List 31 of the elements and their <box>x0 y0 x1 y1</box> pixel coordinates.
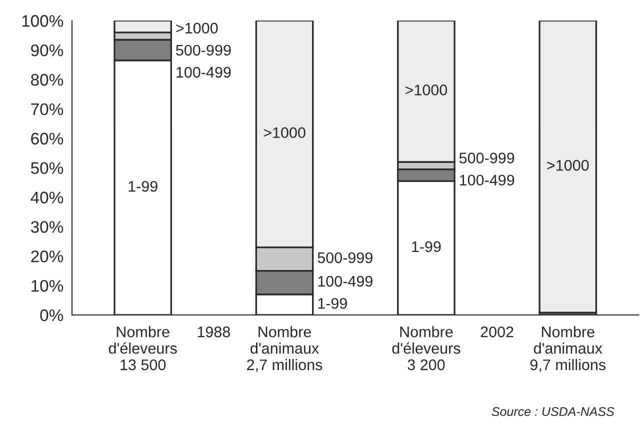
y-tick-label: 60% <box>31 132 64 145</box>
text: 1988 <box>198 326 230 338</box>
y-tick-label: 70% <box>31 103 64 116</box>
text: 1-99 <box>412 241 441 252</box>
text: 100-499 <box>460 174 514 186</box>
text: 100-499 <box>176 66 231 78</box>
text: 500-999 <box>176 44 231 56</box>
source-note: Source : USDA-NASS <box>492 407 614 416</box>
x-tick-label: Nombre d'éleveurs 13 500 <box>108 326 177 370</box>
y-tick-label: 30% <box>30 221 64 233</box>
y-tick-label: 80% <box>31 74 64 86</box>
y-tick-label: 50% <box>30 162 64 174</box>
text: >1000 <box>547 160 589 171</box>
x-tick-label: Nombre d'animaux 9,7 millions <box>530 326 606 372</box>
text: >1000 <box>264 127 306 138</box>
y-tick-label: 10% <box>32 280 64 292</box>
x-tick-label: Nombre d'animaux 2,7 millions <box>247 326 322 372</box>
text: 2002 <box>480 326 514 338</box>
series-label: 1-99 <box>318 298 347 309</box>
text: >1000 <box>406 84 448 96</box>
y-tick-label: 100% <box>22 15 64 27</box>
x-tick-label: Nombre d'éleveurs 3 200 <box>392 326 460 370</box>
text: 500-999 <box>318 252 372 264</box>
y-tick-label: 20% <box>31 250 64 262</box>
series-label: 100-499 <box>318 276 372 287</box>
series-label: >1000 <box>176 22 218 34</box>
series-label: 500-999 <box>459 152 514 164</box>
text: 1-99 <box>128 180 158 192</box>
y-tick-label: 0% <box>40 309 64 322</box>
y-tick-label: 90% <box>31 44 64 56</box>
y-tick-label: 40% <box>30 192 64 204</box>
